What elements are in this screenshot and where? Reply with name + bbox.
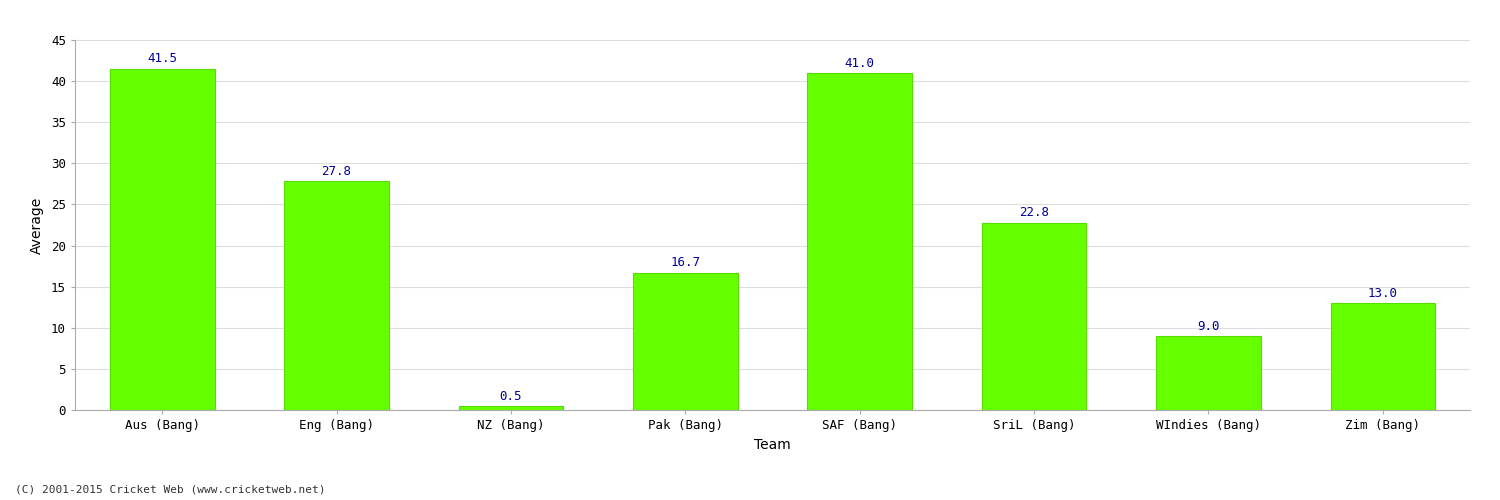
Bar xyxy=(110,69,214,410)
X-axis label: Team: Team xyxy=(754,438,790,452)
Text: 22.8: 22.8 xyxy=(1019,206,1048,219)
Text: 41.5: 41.5 xyxy=(147,52,177,66)
Y-axis label: Average: Average xyxy=(30,196,44,254)
Bar xyxy=(459,406,564,410)
Bar xyxy=(285,182,388,410)
Bar xyxy=(633,272,738,410)
Text: 13.0: 13.0 xyxy=(1368,287,1398,300)
Bar xyxy=(807,73,912,410)
Bar xyxy=(1330,303,1436,410)
Bar xyxy=(981,222,1086,410)
Text: 16.7: 16.7 xyxy=(670,256,700,270)
Text: 41.0: 41.0 xyxy=(844,56,874,70)
Text: 9.0: 9.0 xyxy=(1197,320,1219,332)
Text: 27.8: 27.8 xyxy=(321,165,351,178)
Text: (C) 2001-2015 Cricket Web (www.cricketweb.net): (C) 2001-2015 Cricket Web (www.cricketwe… xyxy=(15,485,326,495)
Text: 0.5: 0.5 xyxy=(500,390,522,402)
Bar xyxy=(1156,336,1260,410)
